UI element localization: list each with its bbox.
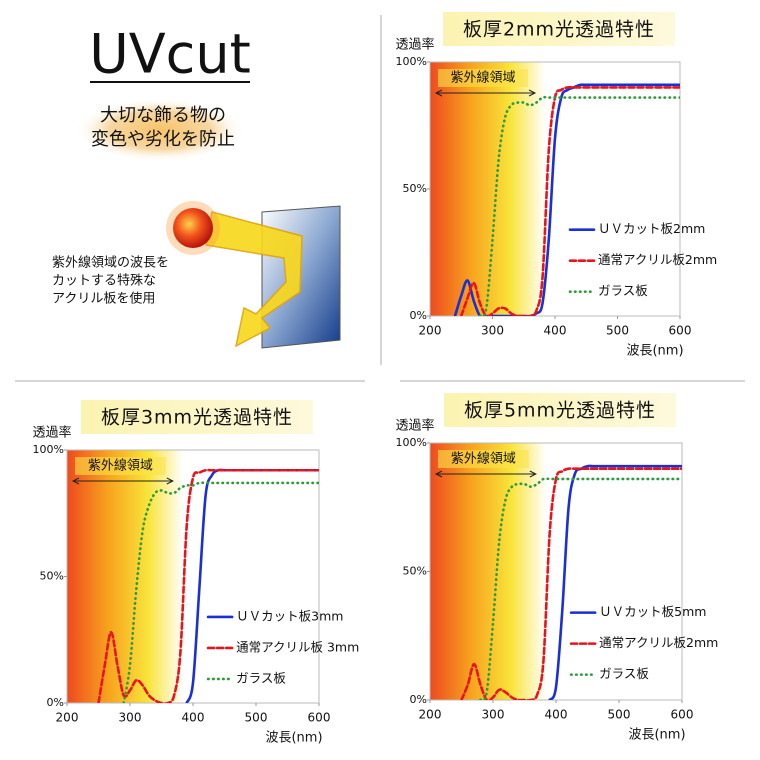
y-axis-label: 透過率 [395,37,434,53]
y-tick-label: 100% [33,443,64,456]
annotation: 紫外線領域 [88,458,153,474]
y-tick-label: 100% [396,55,427,68]
annotation: 紫外線領域 [451,451,516,467]
note: カットする特殊な [52,274,156,289]
legend-label: ＵＶカット板5mm [599,604,706,619]
x-tick-label: 600 [671,708,694,722]
x-tick-label: 300 [482,708,505,722]
uv-region [67,450,183,703]
series-line [122,481,319,703]
legend-label: ガラス板 [598,283,648,298]
arrow-head [529,470,537,478]
x-tick-label: 600 [669,324,692,338]
series-line [548,464,682,700]
tagline: 大切な飾る物の [100,105,226,126]
series-line [453,83,680,316]
x-axis-label: 波長(nm) [628,728,685,743]
legend-label: 通常アクリル板2mm [599,635,718,650]
x-tick-label: 500 [245,711,268,725]
x-tick-label: 500 [608,708,631,722]
legend-label: ＵＶカット板2mm [598,221,705,236]
title-box [81,400,313,434]
x-tick-label: 300 [481,324,504,338]
x-tick-label: 500 [606,324,629,338]
series-line [185,468,319,703]
y-tick-label: 50% [403,182,427,195]
x-axis-label: 波長(nm) [265,731,322,746]
highlight [75,98,245,162]
chart-title: 板厚2mm光透過特性 [463,19,655,41]
x-tick-label: 200 [419,708,442,722]
series-line [478,95,680,316]
series-line [460,467,682,700]
annotation-box [75,457,166,475]
annotation: 紫外線領域 [450,70,515,86]
y-tick-label: 0% [410,309,427,322]
title-box [443,12,675,46]
x-tick-label: 400 [545,708,568,722]
title-box [444,393,676,427]
series-line [479,477,682,700]
x-tick-label: 200 [419,324,442,338]
legend-label: 通常アクリル板 3mm [236,639,359,654]
uv-region [430,443,546,700]
arrow-head [71,477,80,485]
note: アクリル板を使用 [52,291,155,307]
x-tick-label: 400 [182,711,205,725]
arrow-head [528,89,537,97]
x-tick-label: 600 [308,711,331,725]
y-axis-label: 透過率 [32,425,71,441]
x-tick-label: 200 [56,711,79,725]
y-tick-label: 50% [403,565,427,578]
x-tick-label: 300 [119,711,142,725]
y-tick-label: 100% [396,436,427,449]
arrow-head [166,477,174,485]
arrow-head [434,89,443,97]
annotation-box [438,69,528,87]
note: 紫外線領域の波長を [52,255,169,271]
legend-label: ガラス板 [236,670,286,685]
sun-disc [173,208,213,248]
y-tick-label: 50% [40,570,64,583]
uv-region [430,62,545,316]
x-tick-label: 400 [544,324,567,338]
chart-title: 板厚5mm光透過特性 [464,400,656,422]
chart-title: 板厚3mm光透過特性 [101,407,293,429]
y-axis-label: 透過率 [395,418,434,434]
logo: UVcut [89,23,251,86]
y-tick-label: 0% [410,693,427,706]
legend-label: 通常アクリル板2mm [598,252,717,267]
x-axis-label: 波長(nm) [626,344,683,359]
series-line [97,468,319,703]
legend-label: ＵＶカット板3mm [236,608,343,623]
annotation-box [438,450,529,468]
tagline: 変色や劣化を防止 [91,129,235,150]
y-tick-label: 0% [47,696,64,709]
sun [166,201,220,255]
legend-label: ガラス板 [599,666,649,681]
arrow-head [434,470,443,478]
series-line [459,85,680,316]
uv-arrow [205,211,303,348]
